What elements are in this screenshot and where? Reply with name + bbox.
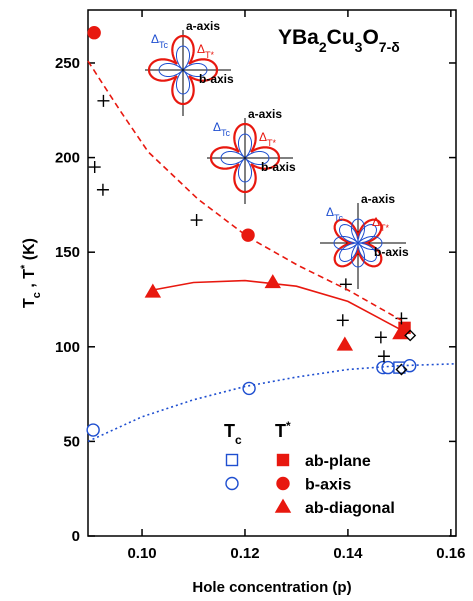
legend-swatch [225, 476, 239, 491]
x-tick-label: 0.10 [127, 545, 156, 562]
y-axis-label: Tc , T* (K) [19, 238, 43, 308]
inset-delta-tstar: ΔT* [259, 130, 277, 148]
x-axis-label: Hole concentration (p) [192, 579, 351, 596]
circle-marker [242, 381, 256, 396]
inset-a-axis: a-axis [186, 19, 220, 33]
cross-marker [96, 183, 109, 196]
chart-title: YBa2Cu3O7-δ [278, 26, 400, 55]
y-tick-label: 50 [63, 433, 80, 450]
circle-marker [86, 423, 100, 437]
x-tick-label: 0.14 [333, 545, 363, 562]
cross-marker [97, 94, 110, 107]
cross-marker [374, 331, 387, 344]
circle-marker [381, 360, 395, 375]
inset-b-axis: b-axis [374, 245, 409, 259]
triangle-marker [336, 336, 354, 351]
cross-marker [190, 214, 203, 227]
legend-swatch [276, 453, 290, 467]
fit-curve [152, 279, 405, 333]
legend-label: ab-plane [305, 453, 371, 470]
fit-curve [87, 363, 457, 443]
x-tick-label: 0.12 [230, 545, 259, 562]
inset-delta-tstar: ΔT* [197, 42, 215, 60]
legend-header: Tc [224, 421, 242, 447]
triangle-marker [144, 283, 162, 298]
legend-label: ab-diagonal [305, 500, 395, 517]
x-tick-label: 0.16 [436, 545, 465, 562]
legend-swatch [225, 453, 239, 467]
diamond-marker [404, 329, 417, 342]
inset-delta-tc: ΔTc [151, 32, 169, 50]
y-tick-label: 250 [55, 55, 80, 72]
inset-blue-gap [158, 45, 208, 95]
inset-red-gap [147, 34, 219, 106]
plot-frame [87, 9, 457, 537]
legend-header: T* [275, 419, 291, 441]
y-tick-label: 200 [55, 150, 80, 167]
inset-delta-tc: ΔTc [213, 120, 231, 138]
cross-marker [88, 161, 101, 174]
cross-marker [377, 350, 390, 363]
inset-b-axis: b-axis [199, 72, 234, 86]
y-tick-label: 0 [72, 528, 80, 545]
cross-marker [336, 314, 349, 327]
triangle-marker [392, 325, 409, 340]
y-tick-label: 150 [55, 244, 80, 261]
triangle-marker [264, 274, 281, 289]
inset-delta-tc: ΔTc [326, 205, 344, 223]
inset-a-axis: a-axis [361, 192, 395, 206]
legend-swatch [276, 476, 290, 491]
inset-b-axis: b-axis [261, 160, 296, 174]
inset-blue-gap [220, 133, 270, 183]
inset-blue-gap [338, 223, 378, 263]
inset-delta-tstar: ΔT* [372, 215, 390, 233]
inset-blue-gap [333, 218, 383, 268]
legend-swatch [274, 498, 292, 513]
circle-marker [87, 26, 101, 40]
inset-a-axis: a-axis [248, 107, 282, 121]
legend-label: b-axis [305, 477, 351, 494]
inset-red-gap [209, 122, 281, 194]
y-tick-label: 100 [55, 339, 80, 356]
diamond-marker [395, 363, 408, 376]
fit-curve [87, 60, 402, 321]
